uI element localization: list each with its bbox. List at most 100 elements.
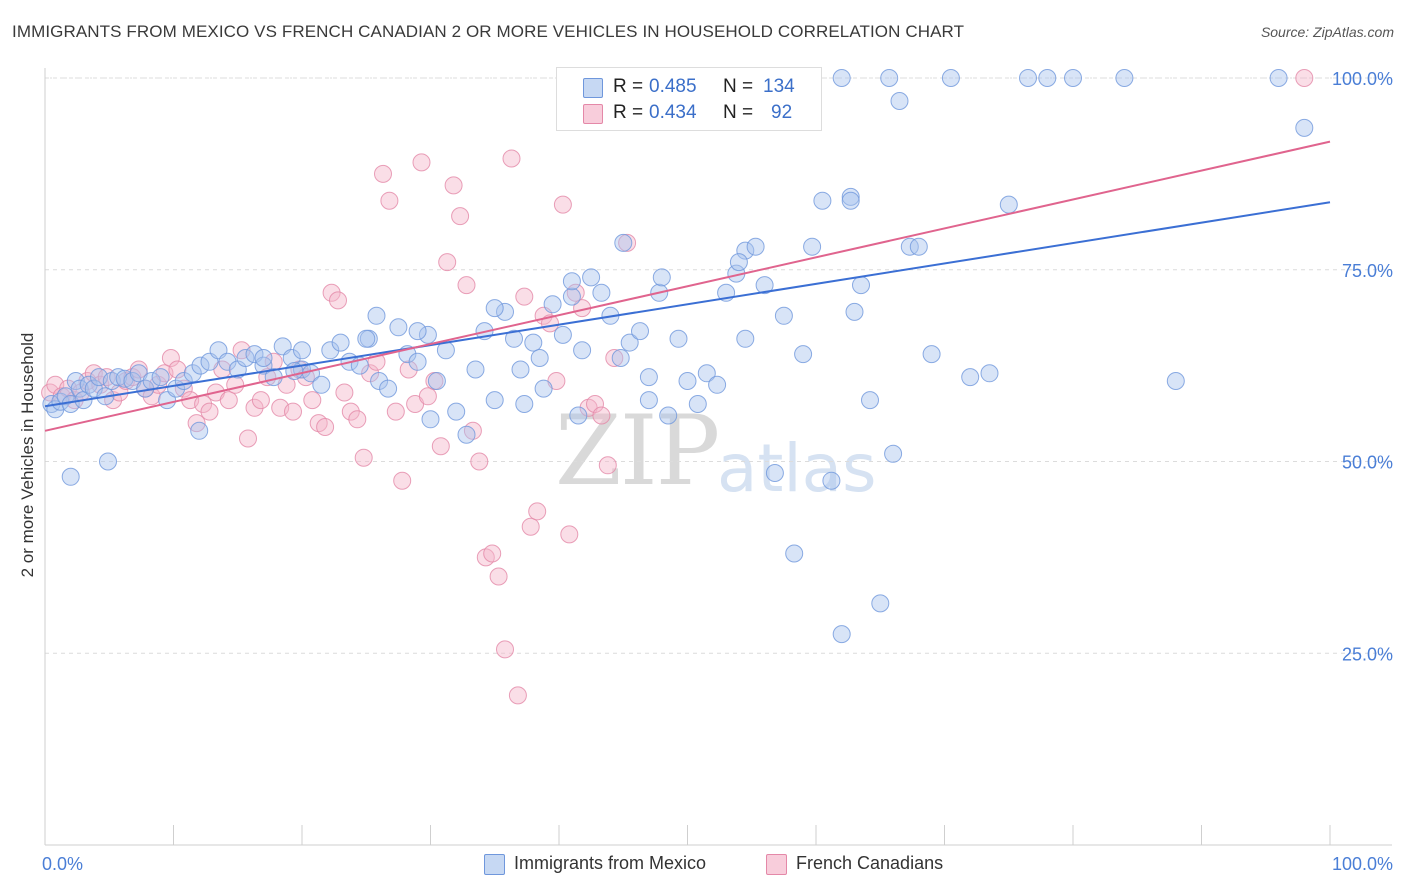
data-point — [639, 391, 658, 410]
data-point — [736, 329, 755, 348]
data-point — [508, 686, 527, 705]
data-point — [755, 276, 774, 295]
data-point — [999, 195, 1018, 214]
data-point — [485, 299, 504, 318]
data-point — [884, 444, 903, 463]
data-point — [803, 237, 822, 256]
data-point — [444, 176, 463, 195]
y-tick-label: 100.0% — [1332, 69, 1393, 89]
legend-swatch-blue — [583, 78, 603, 98]
data-point — [562, 272, 581, 291]
legend-n-value: 92 — [771, 102, 793, 123]
data-point — [357, 329, 376, 348]
data-point — [980, 364, 999, 383]
data-point — [218, 352, 237, 371]
data-point — [832, 69, 851, 87]
data-point — [534, 379, 553, 398]
legend-r-value: 0.434 — [649, 102, 697, 123]
bottom-legend-swatch-blue — [484, 854, 505, 875]
data-point — [611, 349, 630, 367]
data-point — [618, 233, 637, 252]
data-point — [374, 164, 392, 183]
legend-r-label: R = — [613, 76, 644, 97]
data-point — [109, 368, 128, 387]
data-point — [303, 391, 322, 410]
data-point — [562, 287, 581, 306]
data-point — [361, 364, 380, 383]
data-point — [151, 368, 170, 387]
data-point — [729, 253, 748, 272]
data-point — [941, 69, 960, 87]
data-point — [386, 402, 405, 421]
data-point — [659, 406, 678, 425]
data-point — [813, 191, 832, 210]
data-point — [861, 391, 879, 410]
y-tick-label: 25.0% — [1342, 644, 1393, 664]
data-point — [341, 402, 360, 421]
data-point — [379, 379, 398, 398]
data-point — [335, 383, 354, 402]
data-point — [1038, 69, 1057, 87]
data-point — [1269, 69, 1288, 87]
bottom-legend-label: Immigrants from Mexico — [514, 853, 707, 873]
data-point — [774, 306, 793, 325]
data-point — [489, 567, 508, 586]
data-point — [543, 295, 562, 314]
data-point — [447, 402, 466, 421]
data-point — [678, 372, 697, 390]
data-point — [822, 471, 841, 490]
data-point — [592, 406, 611, 425]
series-immigrants-from-mexico-points — [42, 69, 1314, 644]
data-point — [553, 325, 572, 344]
data-point — [438, 253, 457, 272]
data-point — [569, 406, 588, 425]
data-point — [582, 268, 601, 287]
data-point — [845, 302, 864, 321]
data-point — [485, 391, 504, 410]
data-point — [605, 349, 624, 367]
data-point — [746, 237, 765, 256]
data-point — [1064, 69, 1082, 87]
data-point — [631, 322, 649, 341]
data-point — [871, 594, 890, 613]
series-french-canadians-points — [41, 69, 1314, 705]
data-point — [190, 421, 209, 440]
data-point — [890, 92, 909, 110]
data-point — [1019, 69, 1037, 87]
data-point — [251, 391, 270, 410]
data-point — [312, 375, 331, 394]
trend-line — [44, 201, 1331, 408]
tick-labels: 25.0% 50.0% 75.0% 100.0% 0.0% 100.0% — [42, 69, 1393, 874]
data-point — [669, 329, 688, 348]
data-point — [841, 187, 860, 206]
data-point — [348, 410, 367, 429]
data-point — [909, 237, 928, 256]
data-point — [370, 372, 389, 390]
data-point — [524, 333, 543, 352]
data-point — [142, 387, 161, 406]
trend-lines — [44, 140, 1331, 432]
data-point — [688, 395, 707, 413]
data-point — [1115, 69, 1134, 87]
y-tick-label: 75.0% — [1342, 261, 1393, 281]
data-point — [354, 448, 373, 467]
data-point — [321, 341, 340, 360]
data-point — [418, 387, 437, 406]
data-point — [1166, 372, 1185, 390]
data-point — [316, 418, 335, 436]
data-point — [515, 395, 534, 413]
data-point — [502, 149, 521, 168]
data-point — [620, 333, 639, 352]
data-point — [922, 345, 941, 364]
data-point — [293, 341, 311, 360]
data-point — [457, 276, 476, 295]
bottom-legend-swatch-pink — [766, 854, 787, 875]
stats-legend: R = 0.485 N = 134 R = 0.434 N = 92 — [556, 67, 822, 131]
data-point — [528, 502, 547, 521]
y-axis-label: 2 or more Vehicles in Household — [18, 332, 37, 578]
data-point — [586, 395, 604, 413]
data-point — [794, 345, 813, 364]
data-point — [408, 322, 427, 341]
data-point — [226, 375, 245, 394]
data-point — [639, 368, 658, 387]
